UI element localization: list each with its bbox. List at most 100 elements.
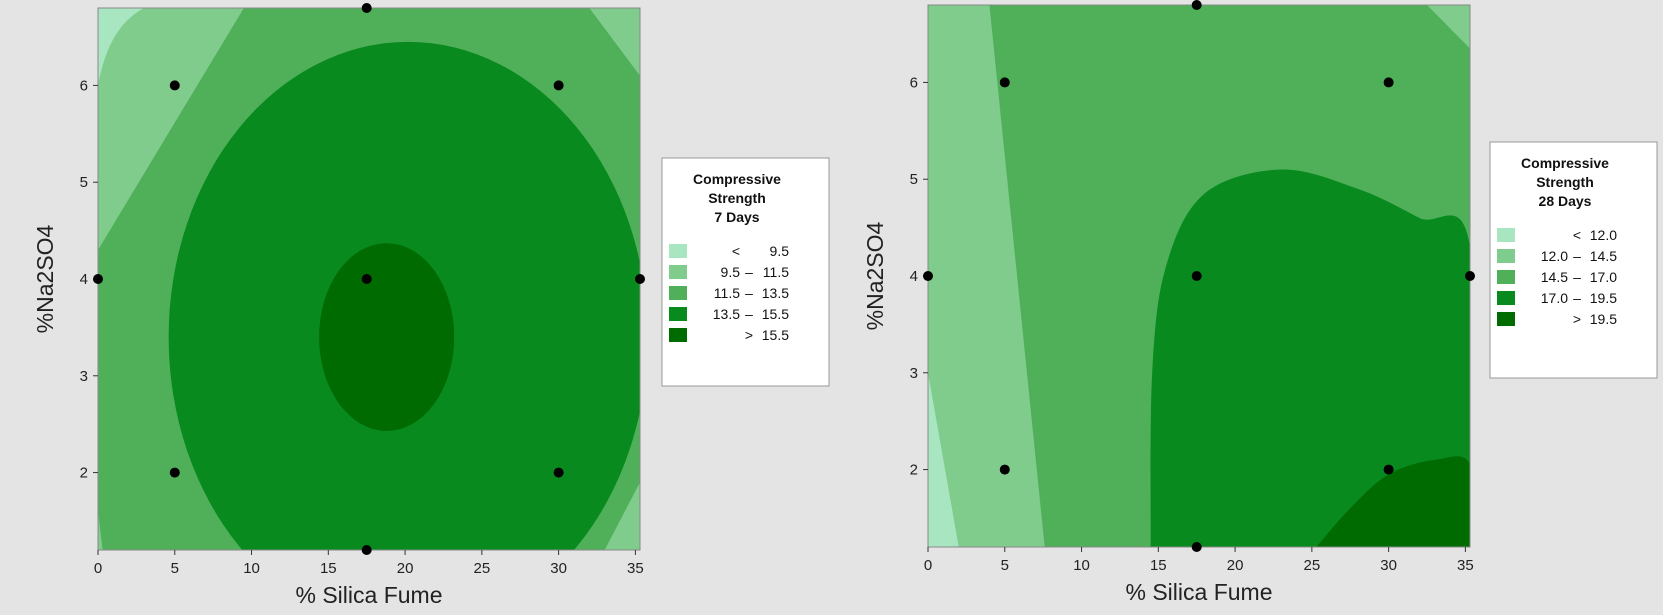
design-point — [999, 77, 1010, 88]
legend-box — [1489, 141, 1658, 379]
y-tick-label: 6 — [80, 77, 88, 94]
legend-swatch — [669, 328, 687, 342]
design-point — [999, 464, 1010, 475]
y-tick-label: 4 — [910, 268, 918, 285]
design-point — [1191, 0, 1202, 10]
legend-title-line: Compressive — [1521, 155, 1609, 171]
contour-regions — [928, 5, 1470, 547]
legend-swatch — [669, 265, 687, 279]
legend-title-line: Strength — [1536, 174, 1594, 190]
legend-range-high: 14.5 — [1590, 248, 1617, 264]
x-tick-label: 25 — [1304, 557, 1321, 574]
legend-range-symbol: – — [1573, 290, 1581, 306]
legend-range-high: 13.5 — [762, 285, 789, 301]
legend-box — [661, 157, 830, 387]
legend-range-symbol: – — [745, 306, 753, 322]
x-tick-label: 30 — [550, 560, 567, 577]
design-point — [635, 274, 645, 284]
legend-range-symbol: – — [745, 285, 753, 301]
legend-swatch — [1497, 249, 1515, 263]
contour-chart-28-days: 0 5 10 15 20 25 30 35 2 3 4 5 6 % Silica Fume %Na2SO4 C… — [862, 0, 1658, 605]
design-point — [361, 274, 372, 284]
x-tick-label: 5 — [171, 560, 179, 577]
legend-range-high: 19.5 — [1590, 311, 1617, 327]
legend-title-line: Compressive — [693, 171, 781, 187]
legend-range-low: 9.5 — [721, 264, 741, 280]
y-tick-label: 5 — [80, 174, 88, 191]
contour-region-3 — [98, 511, 103, 550]
design-point — [1191, 271, 1202, 281]
x-tick-label: 0 — [94, 560, 102, 577]
legend-range-low: 14.5 — [1541, 269, 1568, 285]
x-tick-label: 15 — [320, 560, 337, 577]
y-tick-label: 2 — [910, 462, 918, 479]
legend-range-low: 17.0 — [1541, 290, 1568, 306]
x-tick-label: 25 — [474, 560, 491, 577]
legend-range-high: 11.5 — [763, 264, 789, 280]
contour-regions — [98, 8, 640, 550]
y-tick-label: 4 — [80, 271, 88, 288]
design-point — [1383, 464, 1394, 475]
contour-region-4 — [1316, 456, 1470, 547]
design-point — [93, 274, 103, 284]
legend-range-high: 19.5 — [1590, 290, 1617, 306]
x-axis-title: % Silica Fume — [1126, 579, 1273, 605]
x-tick-label: 10 — [1073, 557, 1090, 574]
contour-region-6 — [319, 243, 455, 431]
legend-range-high: 15.5 — [762, 306, 789, 322]
x-tick-label: 15 — [1150, 557, 1167, 574]
legend-range-high: 17.0 — [1590, 269, 1617, 285]
x-tick-label: 10 — [243, 560, 260, 577]
design-point — [1383, 77, 1394, 88]
legend-range-symbol: > — [1573, 311, 1581, 327]
contour-chart-7-days: 0 5 10 15 20 25 30 35 2 3 4 5 6 % Silica Fume %Na2SO4 C… — [32, 3, 830, 608]
legend-swatch — [1497, 312, 1515, 326]
x-tick-label: 5 — [1001, 557, 1009, 574]
legend-range-symbol: < — [1573, 227, 1581, 243]
contour-region-3 — [1150, 169, 1470, 547]
legend-range-symbol: – — [1573, 269, 1581, 285]
contour-region-4 — [604, 482, 640, 550]
y-tick-label: 5 — [910, 171, 918, 188]
contour-region-2 — [589, 8, 640, 76]
legend-range-symbol: > — [745, 327, 753, 343]
design-point — [361, 545, 372, 555]
x-tick-label: 20 — [397, 560, 414, 577]
y-tick-label: 2 — [80, 465, 88, 482]
x-tick-label: 0 — [924, 557, 932, 574]
x-axis-title: % Silica Fume — [296, 582, 443, 608]
legend-range-high: 15.5 — [762, 327, 789, 343]
legend-range-high: 12.0 — [1590, 227, 1617, 243]
legend-range-low: 13.5 — [713, 306, 740, 322]
legend-swatch — [669, 244, 687, 258]
design-point — [169, 80, 180, 91]
legend-title-line: 7 Days — [714, 209, 759, 225]
design-point — [169, 467, 180, 478]
legend-swatch — [669, 307, 687, 321]
contour-region-1 — [928, 372, 959, 547]
legend-range-high: 9.5 — [770, 243, 790, 259]
legend-swatch — [1497, 291, 1515, 305]
legend-range-symbol: – — [745, 264, 753, 280]
legend-title-line: Strength — [708, 190, 766, 206]
legend-swatch — [669, 286, 687, 300]
legend-range-low: 12.0 — [1541, 248, 1568, 264]
legend-range-low: 11.5 — [714, 285, 740, 301]
legend-swatch — [1497, 270, 1515, 284]
contour-region-1 — [98, 8, 244, 250]
design-point — [1191, 542, 1202, 552]
y-tick-label: 3 — [80, 368, 88, 385]
y-tick-label: 6 — [910, 74, 918, 91]
design-point — [1465, 271, 1475, 281]
x-tick-label: 35 — [1457, 557, 1474, 574]
design-point — [553, 467, 564, 478]
design-point — [553, 80, 564, 91]
legend-swatch — [1497, 228, 1515, 242]
x-tick-label: 35 — [627, 560, 644, 577]
y-axis-title: %Na2SO4 — [862, 221, 888, 330]
legend-range-symbol: – — [1573, 248, 1581, 264]
x-tick-label: 30 — [1380, 557, 1397, 574]
